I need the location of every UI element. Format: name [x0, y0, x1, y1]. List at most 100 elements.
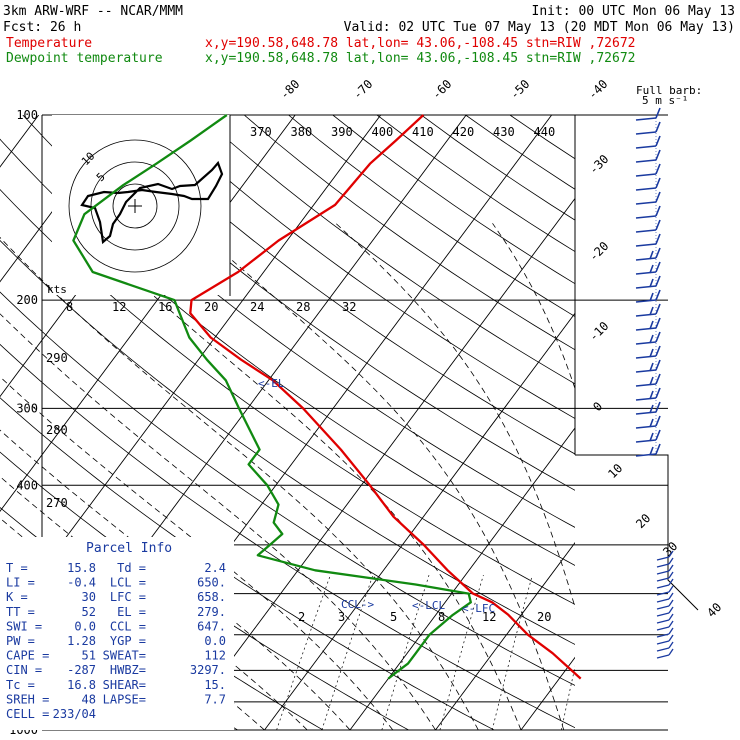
wind-barb	[635, 453, 657, 457]
dewpoint-location: x,y=190.58,648.78 lat,lon= 43.06,-108.45…	[205, 51, 635, 66]
wind-barb	[656, 626, 670, 631]
parcel-info-cell: LAPSE=	[103, 692, 146, 706]
parcel-info-cell: 650.	[197, 576, 226, 590]
moist-adiabat	[492, 223, 575, 390]
mixing-ratio-upper-label: 16	[158, 300, 172, 314]
parcel-info-cell: TT =	[6, 605, 35, 619]
valid-time: Valid: 02 UTC Tue 07 May 13 (20 MDT Mon …	[344, 20, 735, 35]
lfc-marker: <-LFC	[462, 602, 495, 615]
dry-adiabat	[465, 115, 575, 190]
parcel-info-cell: 52	[82, 605, 96, 619]
wind-barb	[656, 598, 670, 603]
mixing-ratio-lower-label: 5	[390, 610, 397, 624]
wind-barb	[635, 383, 657, 387]
parcel-info-cell: LFC =	[110, 590, 146, 604]
theta-tick-label: 400	[372, 125, 394, 139]
theta-e-tick-label: 280	[46, 423, 68, 437]
ccl-marker: CCL->	[341, 598, 374, 611]
wind-barb	[635, 425, 657, 429]
parcel-info-cell: K =	[6, 590, 28, 604]
parcel-info-cell: 1.28	[67, 634, 96, 648]
theta-e-tick-label: 270	[46, 496, 68, 510]
parcel-info-cell: CIN =	[6, 663, 42, 677]
parcel-info-cell: T =	[6, 561, 28, 575]
isotherm-tick-label: -70	[350, 77, 375, 102]
isotherm-tick-label: 20	[633, 511, 653, 531]
hodograph-trace	[80, 160, 224, 245]
forecast-hour: Fcst: 26 h	[3, 20, 81, 35]
hodograph: 5 10 kts	[47, 115, 231, 296]
isotherm	[607, 115, 740, 730]
theta-tick-label: 440	[534, 125, 556, 139]
moist-adiabat	[75, 223, 522, 730]
mixing-ratio-lower-label: 12	[482, 610, 496, 624]
wind-barb	[656, 633, 670, 638]
wind-barb	[656, 640, 670, 645]
wind-barb	[635, 215, 657, 219]
isotherm	[692, 115, 740, 730]
wind-barb	[635, 229, 657, 233]
theta-tick-label: 390	[331, 125, 353, 139]
wind-barb	[656, 612, 670, 617]
wind-barb	[656, 570, 670, 575]
parcel-info-cell: Tc =	[6, 678, 35, 692]
parcel-info-cell: 279.	[197, 605, 226, 619]
wind-barb	[635, 131, 657, 135]
wind-barb	[635, 411, 657, 415]
isotherm-tick-label: 0	[590, 399, 605, 414]
parcel-info-cell: EL =	[117, 605, 146, 619]
wind-barb	[635, 327, 657, 331]
dry-adiabat	[66, 115, 575, 491]
parcel-info-cell: PW =	[6, 634, 35, 648]
parcel-info-cell: LI =	[6, 576, 35, 590]
wind-barb	[656, 591, 670, 596]
hodograph-ring-inner	[112, 183, 158, 229]
wind-barb	[635, 355, 657, 359]
mixing-ratio-lower-label: 2	[298, 610, 305, 624]
isotherm-tick-label: -30	[586, 152, 611, 177]
mixing-ratio-upper-label: 32	[342, 300, 356, 314]
wind-barb	[635, 243, 657, 247]
wind-barb	[656, 619, 670, 624]
dry-adiabat	[421, 115, 575, 221]
mixing-ratio-line	[439, 575, 484, 730]
parcel-info-cell: 48	[82, 692, 96, 706]
parcel-info-cell: YGP =	[110, 634, 146, 648]
wind-barb	[635, 313, 657, 317]
parcel-info-cell: CELL =	[6, 707, 49, 721]
isotherm	[349, 427, 575, 730]
temperature-location: x,y=190.58,648.78 lat,lon= 43.06,-108.45…	[205, 36, 635, 51]
wind-barb	[656, 577, 670, 582]
wind-barb	[656, 654, 670, 659]
isotherm-tick-label: 10	[605, 461, 625, 481]
model-title: 3km ARW-WRF -- NCAR/MMM	[3, 4, 183, 19]
temperature-legend: Temperature	[6, 36, 92, 51]
parcel-info-cell: 15.	[204, 678, 226, 692]
wind-legend-unit: 5 m s⁻¹	[642, 94, 688, 107]
isotherm-tick-label: -10	[586, 319, 611, 344]
wind-barb	[635, 187, 657, 191]
isotherm-tick-label: -60	[429, 77, 454, 102]
isotherm-tick-label: 40	[704, 600, 724, 620]
el-marker: <-EL	[258, 377, 285, 390]
parcel-info-cell: SREH =	[6, 692, 49, 706]
isotherm-tick-label: -50	[507, 77, 532, 102]
wind-barb	[635, 271, 657, 275]
theta-tick-label: 380	[291, 125, 313, 139]
theta-e-tick-label: 290	[46, 351, 68, 365]
parcel-info-panel: Parcel Info T = 15.8 Td = 2.4 LI = -0.4 LCL = 6…	[0, 537, 234, 730]
moist-adiabat	[0, 376, 394, 730]
hodograph-speed-unit: kts	[47, 283, 67, 296]
parcel-info-cell: LCL =	[110, 576, 146, 590]
isotherm-tick-label: -20	[586, 239, 611, 264]
wind-barb	[656, 605, 670, 610]
parcel-info-cell: -287	[67, 663, 96, 677]
mixing-ratio-lower-label: 20	[537, 610, 551, 624]
parcel-info-cell: 0.0	[204, 634, 226, 648]
dry-adiabat	[0, 343, 575, 729]
isotherm	[435, 541, 575, 730]
dry-adiabat	[111, 115, 575, 455]
isotherm-tick-label: -40	[585, 77, 610, 102]
isotherm-tick-label: -80	[277, 77, 302, 102]
